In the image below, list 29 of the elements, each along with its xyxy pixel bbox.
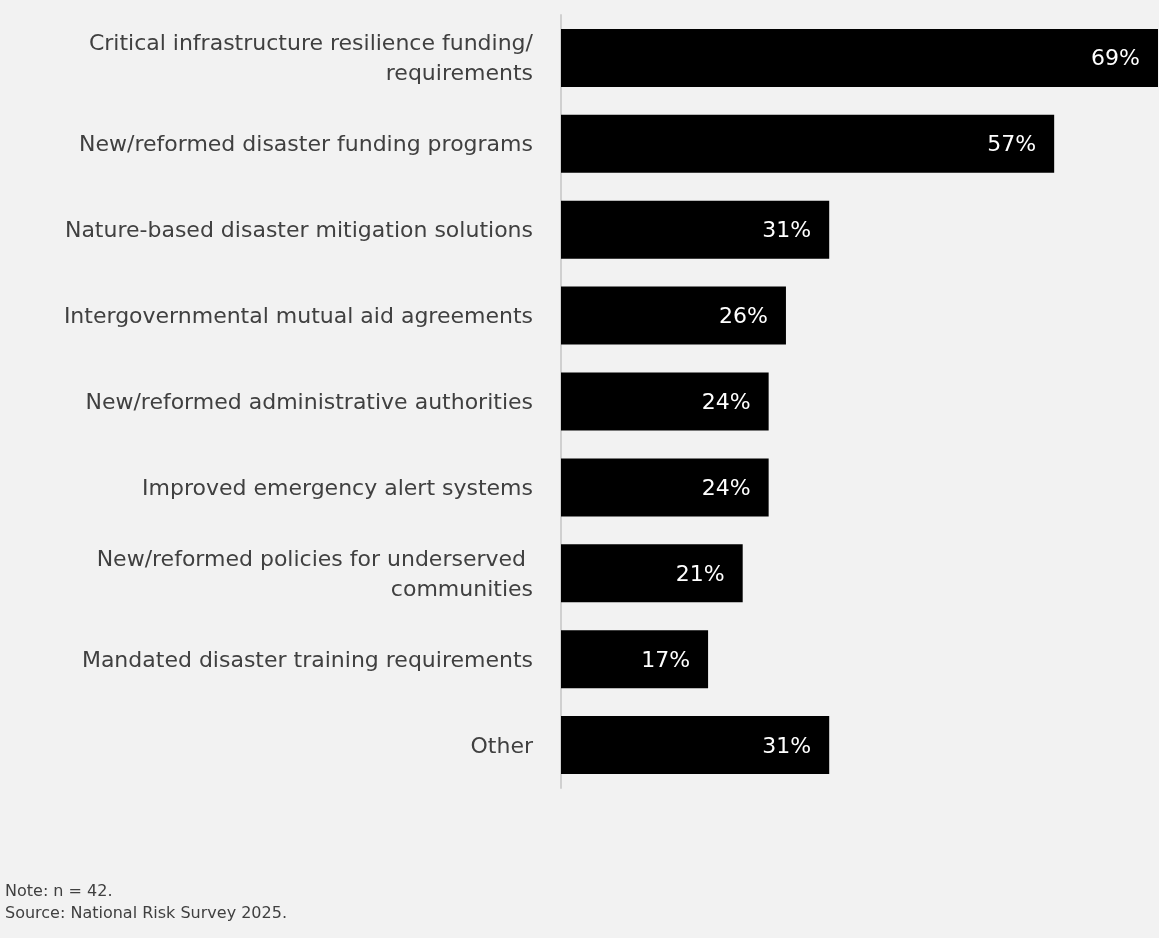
y-tick-label: Improved emergency alert systems xyxy=(142,474,533,500)
data-label: 57% xyxy=(987,131,1037,157)
data-label: 17% xyxy=(641,646,691,672)
y-tick-label: Critical infrastructure resilience funding/requirements xyxy=(88,30,534,86)
data-label: 21% xyxy=(675,560,725,586)
bar xyxy=(561,28,1158,87)
data-label: 26% xyxy=(719,303,768,329)
data-label: 31% xyxy=(762,732,812,758)
bar xyxy=(561,544,743,603)
bar xyxy=(561,200,830,259)
text: Note: n = 42. xyxy=(5,880,113,900)
data-label: 69% xyxy=(1091,45,1140,71)
y-tick-label: Nature-based disaster mitigation solutions xyxy=(64,217,533,243)
data-label: 24% xyxy=(701,474,751,500)
y-tick-label: Mandated disaster training requirements xyxy=(81,646,533,672)
data-label: 24% xyxy=(701,389,751,414)
bar xyxy=(561,716,830,775)
bar xyxy=(561,372,769,431)
y-tick-label: New/reformed administrative authorities xyxy=(85,389,533,414)
y-tick-label: New/reformed policies for underserved communities xyxy=(96,545,533,601)
bar xyxy=(561,458,769,517)
y-tick-label: New/reformed disaster funding programs xyxy=(79,131,533,157)
bar xyxy=(561,286,786,345)
y-tick-label: Intergovernmental mutual aid agreements xyxy=(63,303,533,329)
y-tick-label: Other xyxy=(470,732,534,758)
bar xyxy=(561,630,709,689)
data-label: 31% xyxy=(762,217,812,243)
bar xyxy=(561,114,1055,173)
source-note: Source: National Risk Survey 2025. xyxy=(5,902,287,922)
